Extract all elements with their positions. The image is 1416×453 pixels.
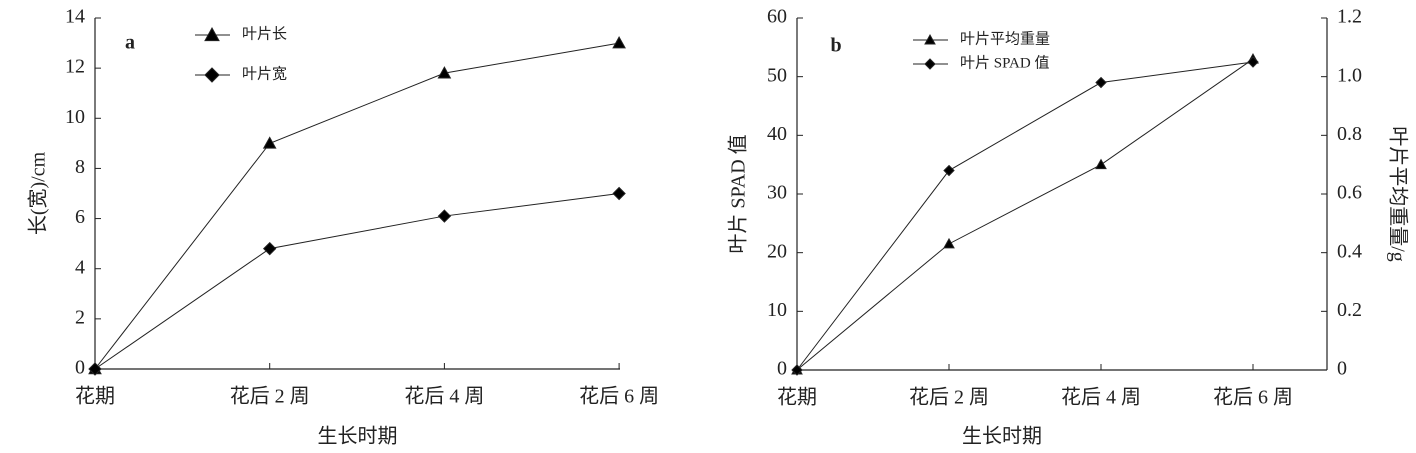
legend-marker bbox=[924, 33, 936, 45]
marker bbox=[943, 237, 955, 249]
legend-label: 叶片长 bbox=[242, 25, 287, 42]
x-tick-label: 花后 6 周 bbox=[579, 385, 659, 408]
panel-label: a bbox=[125, 32, 135, 54]
y-tick-label: 30 bbox=[767, 182, 787, 204]
marker bbox=[437, 66, 452, 79]
y-tick-label: 50 bbox=[767, 64, 787, 86]
y-tick-label: 12 bbox=[65, 56, 85, 78]
y-axis-label: 长(宽)/cm bbox=[27, 151, 50, 235]
y-tick-label: 6 bbox=[75, 206, 85, 228]
legend-marker bbox=[924, 58, 936, 70]
legend-marker bbox=[204, 67, 220, 83]
marker bbox=[262, 241, 277, 256]
x-axis-label: 生长时期 bbox=[962, 425, 1042, 448]
y-tick-label: 0 bbox=[777, 358, 787, 380]
x-tick-label: 花后 4 周 bbox=[404, 385, 484, 408]
y2-axis-label: 叶片平均重量/g bbox=[1386, 126, 1409, 262]
y2-tick-label: 1.2 bbox=[1337, 6, 1362, 28]
y-tick-label: 10 bbox=[767, 299, 787, 321]
y2-tick-label: 0 bbox=[1337, 358, 1347, 380]
line bbox=[94, 42, 620, 370]
y2-tick-label: 0.8 bbox=[1337, 123, 1362, 145]
y-tick-label: 10 bbox=[65, 106, 85, 128]
y2-tick-label: 0.2 bbox=[1337, 299, 1362, 321]
y-axis-label: 叶片 SPAD 值 bbox=[727, 134, 750, 253]
y-tick-label: 2 bbox=[75, 306, 85, 328]
marker bbox=[1095, 158, 1107, 170]
x-tick-label: 花后 6 周 bbox=[1213, 386, 1293, 409]
y-tick-label: 14 bbox=[65, 6, 85, 28]
marker bbox=[1095, 76, 1107, 89]
y-tick-label: 0 bbox=[75, 357, 85, 379]
marker bbox=[612, 186, 626, 201]
x-tick-label: 花期 bbox=[75, 385, 115, 408]
legend-label: 叶片 SPAD 值 bbox=[960, 54, 1049, 71]
legend-label: 叶片宽 bbox=[242, 65, 287, 82]
line bbox=[796, 58, 1254, 371]
y-tick-label: 40 bbox=[767, 123, 787, 145]
x-tick-label: 花后 2 周 bbox=[909, 386, 989, 409]
marker bbox=[612, 36, 626, 49]
line bbox=[796, 61, 1254, 371]
y-tick-label: 20 bbox=[767, 240, 787, 262]
x-axis-label: 生长时期 bbox=[318, 425, 398, 448]
legend-marker bbox=[204, 26, 220, 42]
y2-tick-label: 1.0 bbox=[1337, 64, 1362, 86]
y-tick-label: 60 bbox=[767, 6, 787, 28]
y2-tick-label: 0.4 bbox=[1337, 240, 1362, 262]
panel-label: b bbox=[830, 35, 841, 57]
marker bbox=[791, 364, 803, 376]
x-tick-label: 花期 bbox=[777, 386, 817, 409]
legend-label: 叶片平均重量 bbox=[960, 30, 1050, 47]
y-tick-label: 4 bbox=[75, 256, 85, 278]
x-tick-label: 花后 4 周 bbox=[1061, 386, 1141, 409]
line bbox=[94, 193, 620, 370]
x-tick-label: 花后 2 周 bbox=[230, 385, 310, 408]
y-tick-label: 8 bbox=[75, 156, 85, 178]
y2-tick-label: 0.6 bbox=[1337, 182, 1362, 204]
marker bbox=[437, 209, 452, 223]
marker bbox=[1247, 56, 1259, 68]
marker bbox=[88, 362, 102, 376]
marker bbox=[262, 136, 277, 149]
marker bbox=[943, 164, 955, 177]
